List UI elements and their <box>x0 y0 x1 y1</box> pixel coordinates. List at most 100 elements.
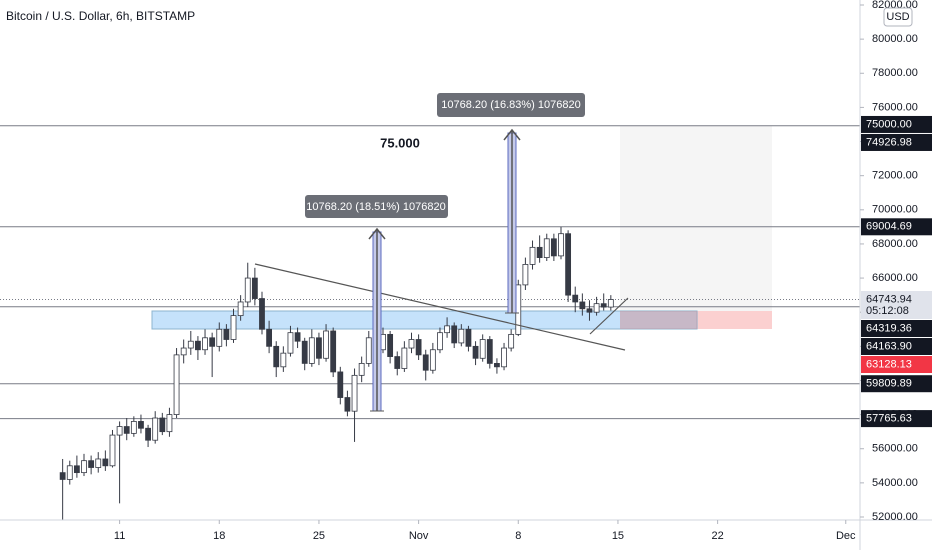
candle-body <box>287 332 294 354</box>
y-axis-bg <box>860 0 932 550</box>
candle-body <box>152 417 159 441</box>
price-label-box <box>861 338 932 356</box>
candle-body <box>73 465 80 474</box>
trend-line <box>254 263 626 351</box>
candle-body <box>59 472 66 480</box>
arrow-head <box>368 227 386 240</box>
candle-body <box>422 354 429 371</box>
y-tick-label: 78000.00 <box>872 67 918 79</box>
candle-body <box>429 349 436 371</box>
candle-body <box>130 421 137 434</box>
candle-body <box>365 337 372 364</box>
price-label-box <box>861 133 932 151</box>
candle-body <box>251 277 258 299</box>
x-tick-label: 18 <box>213 530 225 542</box>
candle-body <box>323 330 329 359</box>
candle-body <box>216 328 223 347</box>
measure-label-box <box>437 93 585 117</box>
candle-body <box>123 426 130 434</box>
candle-body <box>579 301 586 310</box>
y-tick-label: 72000.00 <box>872 170 918 182</box>
price-label-box <box>861 218 932 236</box>
plot-area <box>0 125 860 420</box>
candle-body <box>401 347 408 369</box>
candle-body <box>102 458 109 467</box>
price-label-box <box>861 320 932 338</box>
candle-body <box>437 332 443 351</box>
candle-body <box>479 339 486 359</box>
x-tick-label: 22 <box>711 530 723 542</box>
candle-body <box>600 303 607 308</box>
candle-body <box>465 328 472 347</box>
candle-body <box>280 352 287 368</box>
candle-body <box>444 325 450 334</box>
candle-body <box>522 264 529 286</box>
candle-body <box>607 299 614 308</box>
candle-body <box>95 458 102 468</box>
candle-body <box>316 337 322 359</box>
candle-body <box>501 347 507 368</box>
candle-body <box>244 277 251 303</box>
drawings: 10768.20 (18.51%) 1076820 10768.20 (16.8… <box>254 93 629 412</box>
candle-body <box>223 328 230 340</box>
candle-body <box>145 427 151 441</box>
candle-body <box>536 246 543 258</box>
price-label: 69004.69 <box>866 221 912 233</box>
y-tick-label: 76000.00 <box>872 101 918 113</box>
price-label-box <box>861 356 932 374</box>
price-label: 64319.36 <box>866 322 912 334</box>
candle-body <box>88 460 95 468</box>
y-tick-label: 68000.00 <box>872 238 918 250</box>
candle-body <box>494 362 500 368</box>
candle-body <box>166 414 173 433</box>
candle-body <box>109 434 116 467</box>
candle-body <box>81 460 87 474</box>
candle-body <box>550 238 557 257</box>
candle-body <box>159 417 166 433</box>
arrow-head <box>503 128 521 141</box>
measure-label: 10768.20 (18.51%) 1076820 <box>306 201 445 213</box>
candle-body <box>66 465 73 480</box>
candle-body <box>180 347 187 356</box>
price-label: 57765.63 <box>866 413 912 425</box>
candle-body <box>486 339 493 364</box>
price-label: 59809.89 <box>866 378 912 390</box>
price-label: 63128.13 <box>866 358 912 370</box>
price-label: 64163.90 <box>866 340 912 352</box>
candle-body <box>266 328 273 347</box>
candle-body <box>301 340 308 364</box>
candle-body <box>308 337 315 364</box>
currency: USD <box>886 11 909 23</box>
x-axis-bg <box>0 520 932 550</box>
y-tick-label: 70000.00 <box>872 204 918 216</box>
candle-body <box>351 374 358 412</box>
price-label-box <box>861 375 932 393</box>
candle-body <box>515 284 522 335</box>
price-label: 75000.00 <box>866 118 912 130</box>
x-tick-label: 25 <box>313 530 325 542</box>
price-label: 64743.94 <box>866 293 912 305</box>
y-tick-label: 52000.00 <box>872 511 918 523</box>
currency-badge <box>883 7 913 27</box>
candle-body <box>508 333 515 349</box>
x-tick-label: 11 <box>114 530 125 542</box>
price-label: 74926.98 <box>866 136 912 148</box>
measure-label: 10768.20 (16.83%) 1076820 <box>441 99 580 111</box>
candle-body <box>273 345 280 368</box>
candle-body <box>572 294 579 303</box>
candle-body <box>187 340 194 349</box>
candle-body <box>565 233 572 296</box>
candle-body <box>458 328 465 344</box>
price-label-box <box>861 115 932 133</box>
candle-body <box>358 362 365 376</box>
chart-title: Bitcoin / U.S. Dollar, 6h, BITSTAMP <box>6 9 195 23</box>
candle-body <box>529 246 536 265</box>
y-tick-label: 56000.00 <box>872 443 918 455</box>
y-tick-label: 80000.00 <box>872 33 918 45</box>
candle-body <box>230 315 237 340</box>
candle-body <box>330 330 337 373</box>
y-tick-label: 54000.00 <box>872 477 918 489</box>
candle-body <box>202 337 208 351</box>
x-tick-label: 15 <box>612 530 624 542</box>
